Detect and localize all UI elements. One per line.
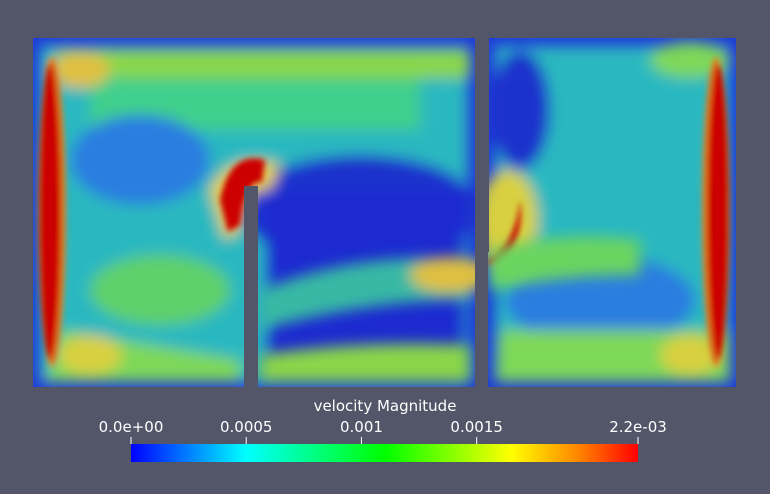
- colorbar-tick-label: 0.0005: [219, 418, 273, 436]
- colorbar-title: velocity Magnitude: [313, 397, 457, 415]
- top-baffle: [475, 37, 489, 252]
- colorbar-tick-marks: [130, 437, 639, 444]
- right-chamber: [488, 38, 736, 387]
- colorbar-tick-label: 0.0e+00: [98, 418, 164, 436]
- colorbar-tick-label: 2.2e-03: [609, 418, 667, 436]
- colorbar-tick-label: 0.0015: [450, 418, 503, 436]
- colorbar-tick-label: 0.001: [339, 418, 383, 436]
- colorbar: [131, 444, 638, 462]
- lower-flow-band: [260, 257, 475, 382]
- upper-flow-band: [490, 236, 640, 290]
- bottom-baffle: [244, 186, 258, 388]
